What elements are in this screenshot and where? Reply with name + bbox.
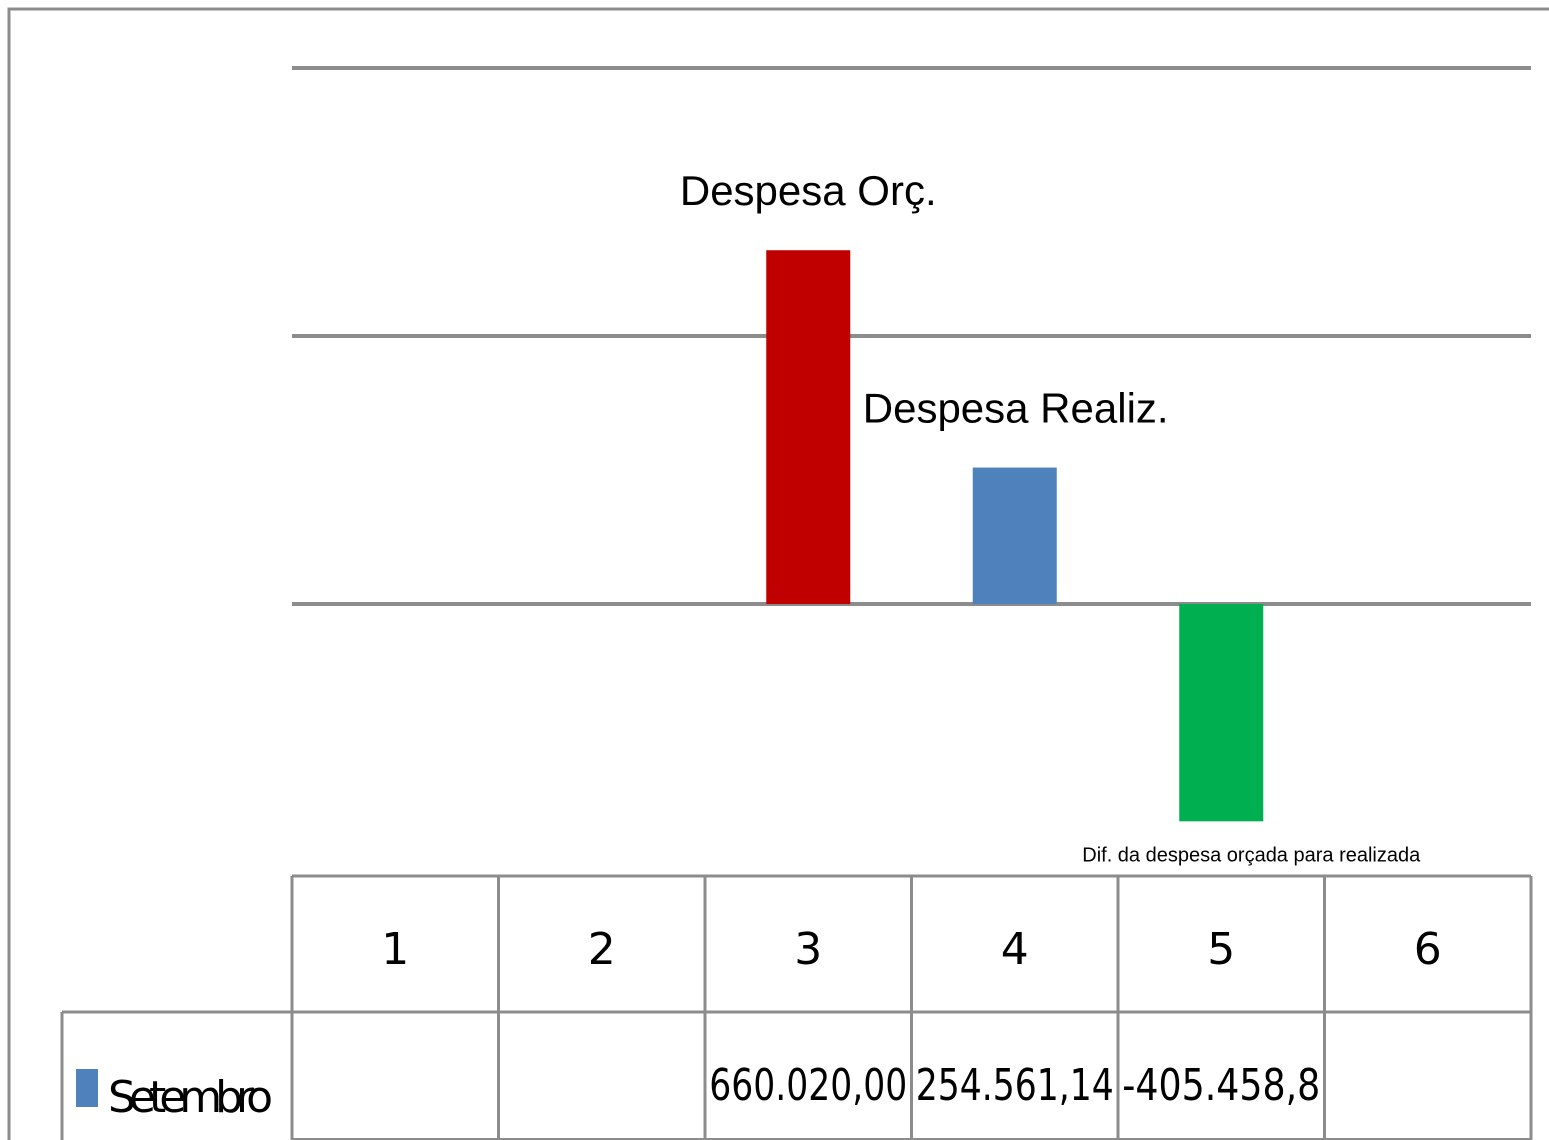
x-tick-label-2: 2 [588, 924, 616, 975]
annotation-label-3: Dif. da despesa orçada para realizada [1082, 844, 1421, 866]
table-value-3: 660.020,00 [709, 1060, 907, 1111]
bar-3 [766, 250, 851, 604]
data-table: 1 2 3 4 5 6 Setembro 660.020,00 254.561,14 -405.4… [60, 874, 1533, 1140]
bars [766, 250, 1264, 822]
table-value-5: -405.458,8 [1122, 1060, 1320, 1111]
annotation-label-1: Despesa Orç. [680, 167, 937, 214]
annotations: Despesa Orç. Despesa Realiz. Dif. da despe… [680, 167, 1421, 866]
x-tick-label-6: 6 [1414, 924, 1442, 975]
table-value-4: 254.561,14 [916, 1060, 1114, 1111]
annotation-label-2: Despesa Realiz. [863, 385, 1169, 432]
bar-5 [1179, 604, 1264, 822]
x-tick-label-5: 5 [1207, 924, 1235, 975]
bar-4 [972, 467, 1057, 604]
x-tick-label-4: 4 [1001, 924, 1029, 975]
x-tick-label-1: 1 [381, 924, 409, 975]
legend-series-name: Setembro [108, 1072, 273, 1123]
x-tick-label-3: 3 [794, 924, 822, 975]
legend-swatch [76, 1069, 98, 1107]
gridlines [292, 66, 1531, 1140]
